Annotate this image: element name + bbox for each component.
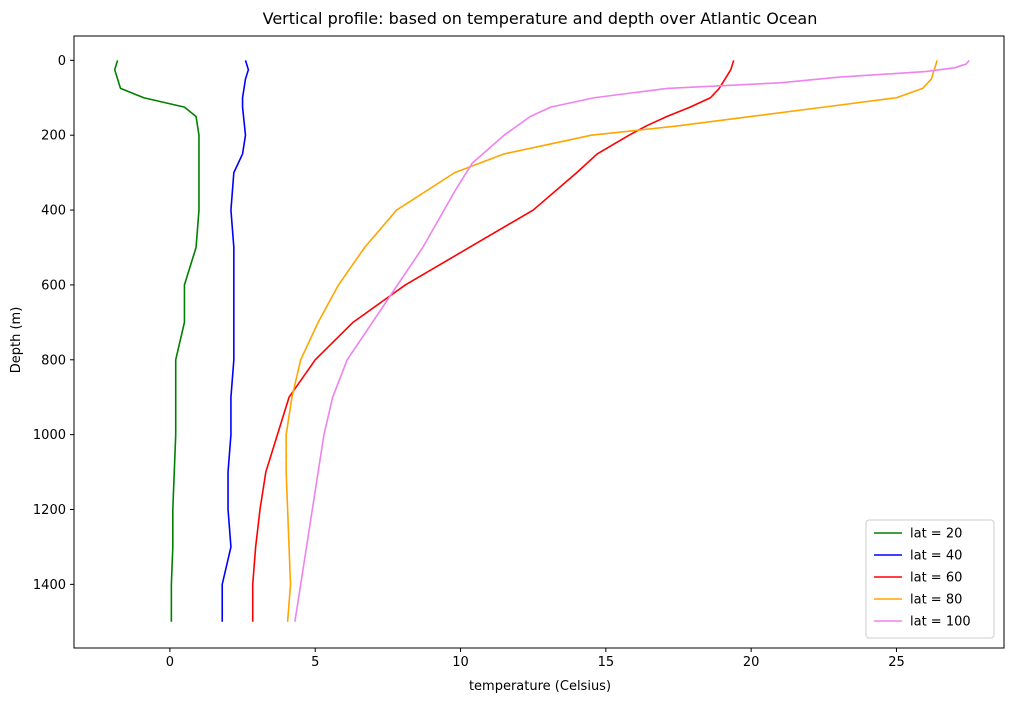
legend-label: lat = 100 bbox=[910, 615, 971, 630]
legend-label: lat = 60 bbox=[910, 571, 962, 586]
y-axis-label: Depth (m) bbox=[9, 307, 24, 374]
y-tick-label: 1200 bbox=[33, 503, 66, 518]
chart-title: Vertical profile: based on temperature a… bbox=[263, 9, 818, 28]
x-tick-label: 5 bbox=[311, 655, 319, 670]
series-line-2 bbox=[221, 60, 250, 622]
y-tick-label: 800 bbox=[41, 353, 66, 368]
x-axis-label: temperature (Celsius) bbox=[469, 679, 611, 694]
axes-frame bbox=[73, 35, 1005, 649]
plot-area: 0 5 10 15 20 25 0 200 400 600 800 1000 1200 1400 bbox=[33, 35, 1005, 670]
y-tick-label: 0 bbox=[58, 54, 66, 69]
legend-label: lat = 20 bbox=[910, 527, 962, 542]
y-tick-label: 400 bbox=[41, 204, 66, 219]
x-tick-label: 25 bbox=[888, 655, 905, 670]
legend-label: lat = 40 bbox=[910, 549, 962, 564]
x-tick-label: 0 bbox=[166, 655, 174, 670]
series-line-5 bbox=[294, 59, 970, 622]
series-line-3 bbox=[251, 60, 735, 622]
x-tick-label: 10 bbox=[452, 655, 469, 670]
series-line-1 bbox=[113, 60, 200, 622]
legend-box bbox=[865, 519, 995, 639]
y-tick-label: 1000 bbox=[33, 428, 66, 443]
series-line-4 bbox=[285, 60, 938, 622]
x-tick-label: 20 bbox=[743, 655, 760, 670]
legend-label: lat = 80 bbox=[910, 593, 962, 608]
x-tick-label: 15 bbox=[598, 655, 615, 670]
y-tick-label: 200 bbox=[41, 129, 66, 144]
y-tick-label: 600 bbox=[41, 278, 66, 293]
legend: lat = 20 lat = 40 lat = 60 lat = 80 lat = 10… bbox=[865, 519, 995, 639]
y-tick-label: 1400 bbox=[33, 578, 66, 593]
